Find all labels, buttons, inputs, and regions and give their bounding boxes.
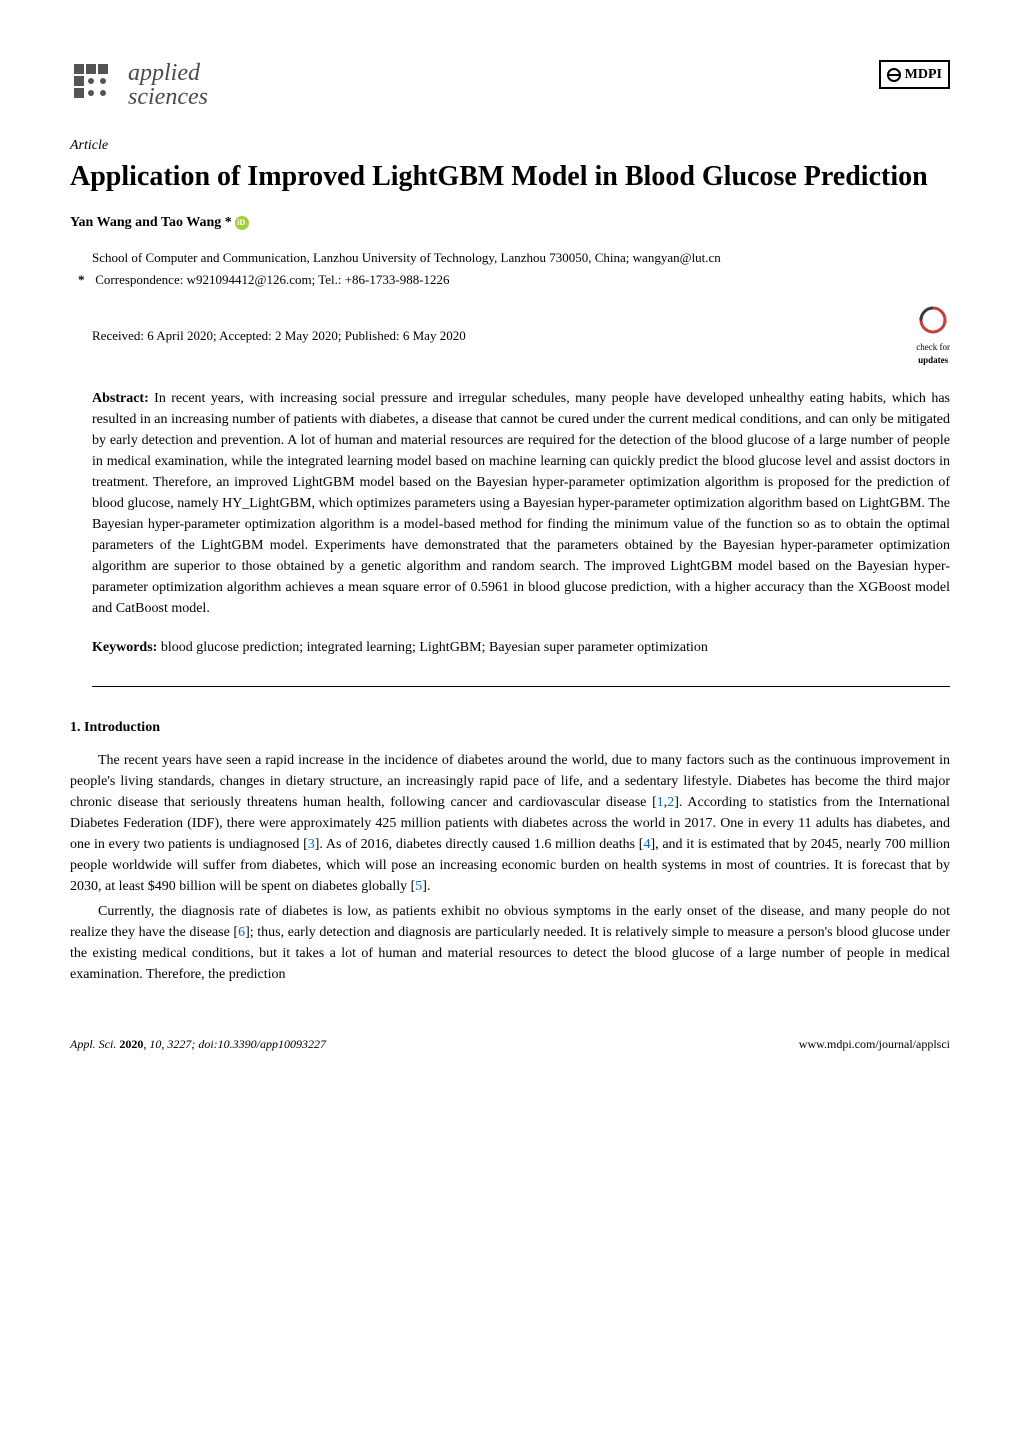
- ref-link-1[interactable]: 1: [657, 795, 664, 810]
- check-updates-badge[interactable]: check for updates: [916, 304, 950, 368]
- para1-text-5: ].: [422, 879, 430, 894]
- abstract-label: Abstract:: [92, 391, 149, 406]
- orcid-icon[interactable]: [235, 216, 249, 230]
- abstract-text: In recent years, with increasing social …: [92, 391, 950, 616]
- correspondence-text: Correspondence: w921094412@126.com; Tel.…: [95, 272, 449, 287]
- journal-logo: applied sciences: [70, 60, 208, 110]
- journal-logo-icon: [70, 60, 120, 110]
- section-heading: 1. Introduction: [70, 717, 950, 738]
- ref-link-3[interactable]: 3: [308, 837, 315, 852]
- article-type: Article: [70, 135, 950, 156]
- authors: Yan Wang and Tao Wang *: [70, 212, 950, 233]
- journal-name-line2: sciences: [128, 85, 208, 109]
- affiliation-block: School of Computer and Communication, La…: [70, 248, 950, 289]
- publisher-logo-icon: [887, 68, 901, 82]
- header-row: applied sciences MDPI: [70, 60, 950, 110]
- keywords: Keywords: blood glucose prediction; inte…: [70, 637, 950, 658]
- journal-name: applied sciences: [128, 61, 208, 109]
- footer-url: www.mdpi.com/journal/applsci: [799, 1037, 950, 1051]
- footer-year: 2020: [119, 1037, 143, 1051]
- footer-left: Appl. Sci. 2020, 10, 3227; doi:10.3390/a…: [70, 1035, 326, 1053]
- footer-journal: Appl. Sci.: [70, 1037, 119, 1051]
- publisher-logo: MDPI: [879, 60, 950, 89]
- correspondence: * Correspondence: w921094412@126.com; Te…: [92, 270, 950, 290]
- publisher-name: MDPI: [905, 64, 942, 85]
- dates-row: Received: 6 April 2020; Accepted: 2 May …: [70, 304, 950, 368]
- check-updates-label2: updates: [916, 354, 950, 368]
- journal-name-line1: applied: [128, 61, 208, 85]
- footer: Appl. Sci. 2020, 10, 3227; doi:10.3390/a…: [70, 1035, 950, 1053]
- keywords-label: Keywords:: [92, 640, 157, 655]
- dates-text: Received: 6 April 2020; Accepted: 2 May …: [92, 326, 466, 346]
- abstract: Abstract: In recent years, with increasi…: [70, 388, 950, 619]
- para1-text-3: ]. As of 2016, diabetes directly caused …: [315, 837, 644, 852]
- affiliation: School of Computer and Communication, La…: [92, 248, 950, 268]
- check-updates-label1: check for: [916, 341, 950, 355]
- intro-para-1: The recent years have seen a rapid incre…: [70, 750, 950, 897]
- footer-doi: , 10, 3227; doi:10.3390/app10093227: [143, 1037, 326, 1051]
- check-updates-icon: [917, 304, 949, 336]
- footer-right[interactable]: www.mdpi.com/journal/applsci: [799, 1035, 950, 1053]
- authors-text: Yan Wang and Tao Wang *: [70, 215, 232, 230]
- keywords-text: blood glucose prediction; integrated lea…: [157, 640, 708, 655]
- section-divider: [92, 686, 950, 687]
- intro-para-2: Currently, the diagnosis rate of diabete…: [70, 901, 950, 985]
- correspondence-star: *: [78, 270, 92, 290]
- article-title: Application of Improved LightGBM Model i…: [70, 159, 950, 194]
